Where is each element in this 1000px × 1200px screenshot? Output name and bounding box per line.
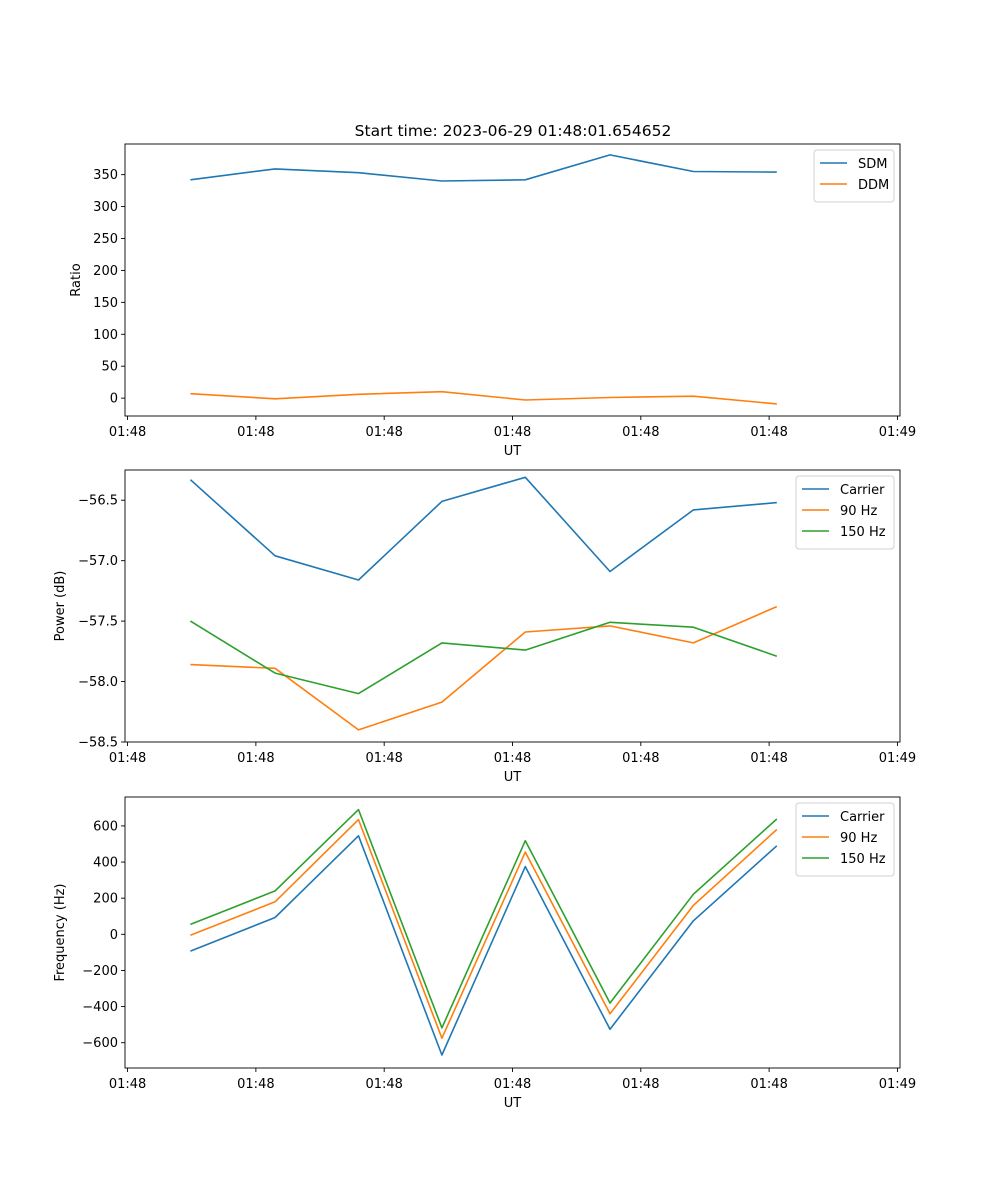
axes-frame: [124, 143, 901, 417]
y-tick-label: −56.5: [78, 494, 118, 509]
y-tick-label: −58.5: [78, 736, 118, 751]
y-axis-label: Ratio: [69, 263, 84, 296]
y-tick-label: 250: [93, 232, 118, 247]
x-tick-label: 01:48: [237, 1077, 274, 1092]
series-line-carrier: [190, 834, 778, 1056]
x-tick-label: 01:48: [365, 751, 402, 766]
x-tick-label: 01:48: [750, 425, 787, 440]
series-line-ddm: [190, 390, 777, 405]
legend-label: SDM: [858, 157, 887, 172]
y-tick-label: 100: [93, 328, 118, 343]
y-tick-label: −600: [82, 1036, 118, 1051]
x-axis-label: UT: [504, 770, 522, 785]
y-tick-label: 350: [93, 168, 118, 183]
chart-panel-3: 01:48 01:48 01:48 01:48 01:48 01:48 01:49 −600 −…: [53, 796, 916, 1111]
chart-title: Start time: 2023-06-29 01:48:01.654652: [355, 122, 672, 140]
x-tick-label: 01:48: [109, 751, 146, 766]
series-line-sdm: [190, 154, 777, 182]
x-tick-label: 01:49: [879, 751, 916, 766]
y-tick-label: 50: [101, 360, 118, 375]
axes-frame: [124, 796, 901, 1069]
x-tick-label: 01:48: [109, 1077, 146, 1092]
series-line-90-hz: [190, 605, 778, 731]
x-tick-label: 01:48: [365, 425, 402, 440]
x-tick-label: 01:49: [879, 1077, 916, 1092]
series-line-150-hz: [189, 620, 778, 695]
legend: Carrier 90 Hz 150 Hz: [795, 475, 895, 550]
y-tick-label: 400: [93, 856, 118, 871]
y-tick-label: −200: [82, 964, 118, 979]
legend-label: Carrier: [840, 810, 885, 825]
legend-label: Carrier: [840, 483, 885, 498]
x-tick-label: 01:49: [879, 425, 916, 440]
x-tick-label: 01:48: [494, 751, 531, 766]
y-axis-label: Frequency (Hz): [53, 883, 68, 981]
legend-label: 150 Hz: [840, 525, 886, 540]
y-tick-label: 150: [93, 296, 118, 311]
y-tick-label: 200: [93, 264, 118, 279]
y-tick-label: −57.0: [78, 554, 118, 569]
x-tick-label: 01:48: [622, 751, 659, 766]
x-tick-label: 01:48: [622, 1077, 659, 1092]
y-tick-label: 600: [93, 819, 118, 834]
x-tick-label: 01:48: [237, 425, 274, 440]
chart-panel-1: 01:48 01:48 01:48 01:48 01:48 01:48 01:49 0 50 10…: [69, 143, 916, 459]
x-tick-label: 01:48: [494, 1077, 531, 1092]
series-line-150-hz: [190, 808, 778, 1029]
x-axis-label: UT: [504, 1096, 522, 1111]
x-tick-label: 01:48: [750, 751, 787, 766]
x-tick-label: 01:48: [109, 425, 146, 440]
axes-frame: [124, 469, 901, 743]
x-tick-label: 01:48: [750, 1077, 787, 1092]
x-tick-label: 01:48: [365, 1077, 402, 1092]
y-tick-label: −400: [82, 1000, 118, 1015]
series-line-carrier: [189, 476, 777, 581]
x-tick-label: 01:48: [237, 751, 274, 766]
legend-label: 150 Hz: [840, 852, 886, 867]
x-axis-label: UT: [504, 444, 522, 459]
legend-label: 90 Hz: [840, 831, 877, 846]
legend: SDM DDM: [813, 149, 895, 203]
y-tick-label: 300: [93, 200, 118, 215]
series-line-90-hz: [190, 818, 778, 1039]
legend-label: DDM: [858, 178, 889, 193]
y-tick-label: 0: [110, 392, 118, 407]
legend-label: 90 Hz: [840, 504, 877, 519]
y-axis-label: Power (dB): [53, 571, 68, 642]
chart-panel-2: 01:48 01:48 01:48 01:48 01:48 01:48 01:49 −58.5…: [53, 469, 916, 785]
x-tick-label: 01:48: [622, 425, 659, 440]
y-tick-label: 0: [110, 928, 118, 943]
x-tick-label: 01:48: [494, 425, 531, 440]
legend: Carrier 90 Hz 150 Hz: [795, 802, 895, 877]
y-tick-label: 200: [93, 892, 118, 907]
y-tick-label: −57.5: [78, 615, 118, 630]
y-tick-label: −58.0: [78, 675, 118, 690]
